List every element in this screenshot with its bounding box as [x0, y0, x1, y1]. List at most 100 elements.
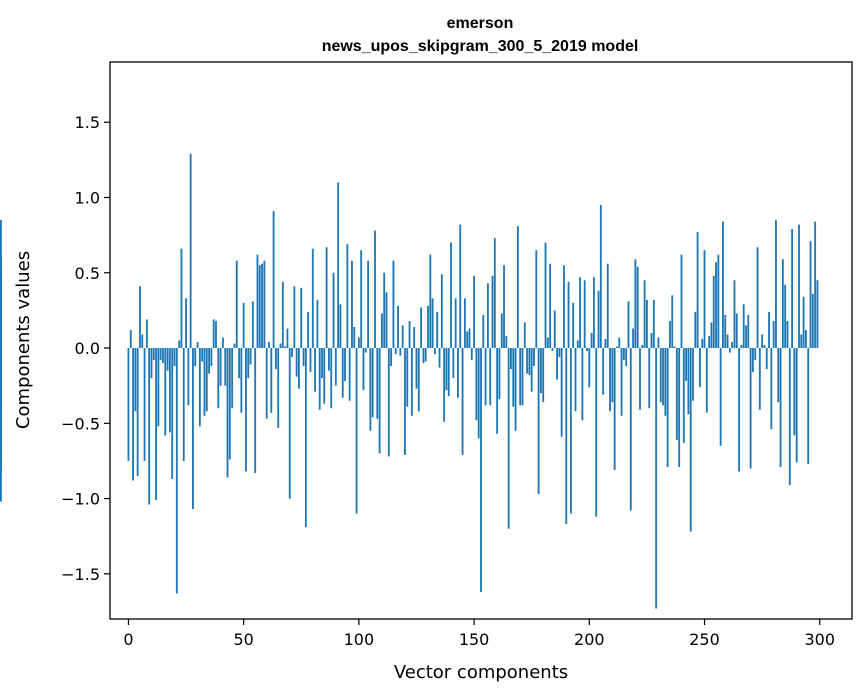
- y-axis-label: Components values: [13, 251, 34, 429]
- bar-5: [139, 286, 141, 349]
- bar-289: [793, 348, 796, 436]
- bar-121: [406, 348, 409, 407]
- bar-194: [574, 348, 577, 412]
- bar-258: [722, 221, 724, 349]
- bar-87: [327, 348, 330, 371]
- bar-36: [210, 348, 213, 367]
- bar-112: [385, 292, 388, 349]
- x-tick-label: 250: [689, 630, 720, 649]
- bar-266: [740, 345, 743, 349]
- bar-219: [632, 328, 635, 349]
- bar-110: [380, 313, 383, 349]
- bar-244: [689, 348, 692, 532]
- bar-242: [685, 348, 688, 382]
- bar-25: [185, 298, 187, 349]
- bar-272: [754, 348, 757, 361]
- bar-200: [588, 348, 591, 388]
- bar-undefined: [0, 348, 2, 367]
- bar-21: [175, 348, 178, 594]
- bar-13: [157, 348, 160, 427]
- bar-280: [772, 320, 775, 349]
- bar-296: [809, 241, 812, 349]
- bar-251: [705, 348, 708, 413]
- bar-162: [500, 313, 503, 349]
- bar-279: [770, 348, 773, 430]
- bar-115: [392, 260, 395, 349]
- bar-257: [719, 348, 722, 446]
- bar-49: [240, 348, 243, 413]
- bar-294: [804, 329, 807, 349]
- bar-26: [187, 348, 190, 406]
- bar-221: [636, 266, 639, 349]
- bar-9: [148, 348, 151, 505]
- bar-64: [274, 348, 277, 370]
- bar-234: [666, 348, 669, 467]
- bar-84: [321, 348, 323, 379]
- bar-99: [355, 348, 358, 514]
- bar-6: [141, 334, 144, 349]
- y-tick-label: 0.5: [75, 264, 100, 283]
- bar-222: [639, 348, 641, 410]
- bar-95: [346, 244, 349, 349]
- bar-203: [595, 348, 598, 517]
- bar-41: [221, 337, 224, 349]
- bar-171: [521, 348, 524, 406]
- bar-213: [618, 337, 621, 349]
- bar-189: [563, 265, 565, 349]
- bar-167: [512, 348, 515, 407]
- bar-2: [132, 348, 134, 481]
- chart-title-line-1: emerson: [447, 15, 514, 32]
- chart-title-line-2: news_upos_skipgram_300_5_2019 model: [322, 38, 639, 55]
- bar-230: [657, 337, 660, 349]
- bar-71: [291, 348, 293, 358]
- bar-39: [217, 348, 220, 409]
- bar-265: [738, 348, 741, 472]
- bar-74: [298, 348, 300, 389]
- bar-191: [567, 281, 570, 349]
- bar-10: [150, 348, 153, 379]
- bar-178: [537, 348, 540, 495]
- bar-0: [127, 348, 130, 461]
- bar-67: [281, 281, 284, 349]
- bar-62: [270, 348, 273, 413]
- bar-14: [159, 348, 162, 361]
- bar-277: [765, 348, 768, 370]
- bar-197: [581, 348, 584, 421]
- bar-61: [268, 342, 270, 349]
- bar-72: [293, 286, 296, 349]
- bar-209: [609, 348, 611, 412]
- bar-19: [171, 348, 174, 479]
- x-tick-label: 50: [233, 630, 253, 649]
- bar-146: [463, 298, 466, 349]
- bar-291: [798, 224, 800, 349]
- bar-180: [542, 348, 545, 403]
- bar-247: [696, 232, 699, 349]
- x-tick-label: 100: [344, 630, 375, 649]
- bar-179: [539, 348, 542, 394]
- bar-267: [742, 304, 745, 349]
- bar-192: [569, 348, 572, 514]
- bar-116: [394, 348, 397, 355]
- bar-256: [717, 254, 720, 349]
- bar-11: [152, 348, 155, 361]
- bar-78: [307, 311, 310, 349]
- bar-252: [708, 335, 711, 349]
- bar-286: [786, 320, 789, 349]
- bar-236: [671, 295, 674, 349]
- bar-226: [648, 348, 651, 409]
- bar-295: [807, 348, 810, 464]
- bar-27: [189, 153, 192, 349]
- bar-153: [480, 348, 482, 592]
- bar-225: [645, 299, 648, 349]
- bar-108: [376, 348, 379, 419]
- bar-297: [811, 293, 814, 349]
- bar-147: [466, 331, 469, 349]
- bar-154: [482, 314, 485, 349]
- bar-263: [733, 280, 736, 349]
- bar-149: [470, 348, 473, 361]
- bar-275: [761, 334, 764, 349]
- bar-60: [265, 348, 268, 419]
- bar-93: [341, 348, 344, 398]
- bar-152: [477, 348, 480, 439]
- bar-76: [302, 348, 305, 367]
